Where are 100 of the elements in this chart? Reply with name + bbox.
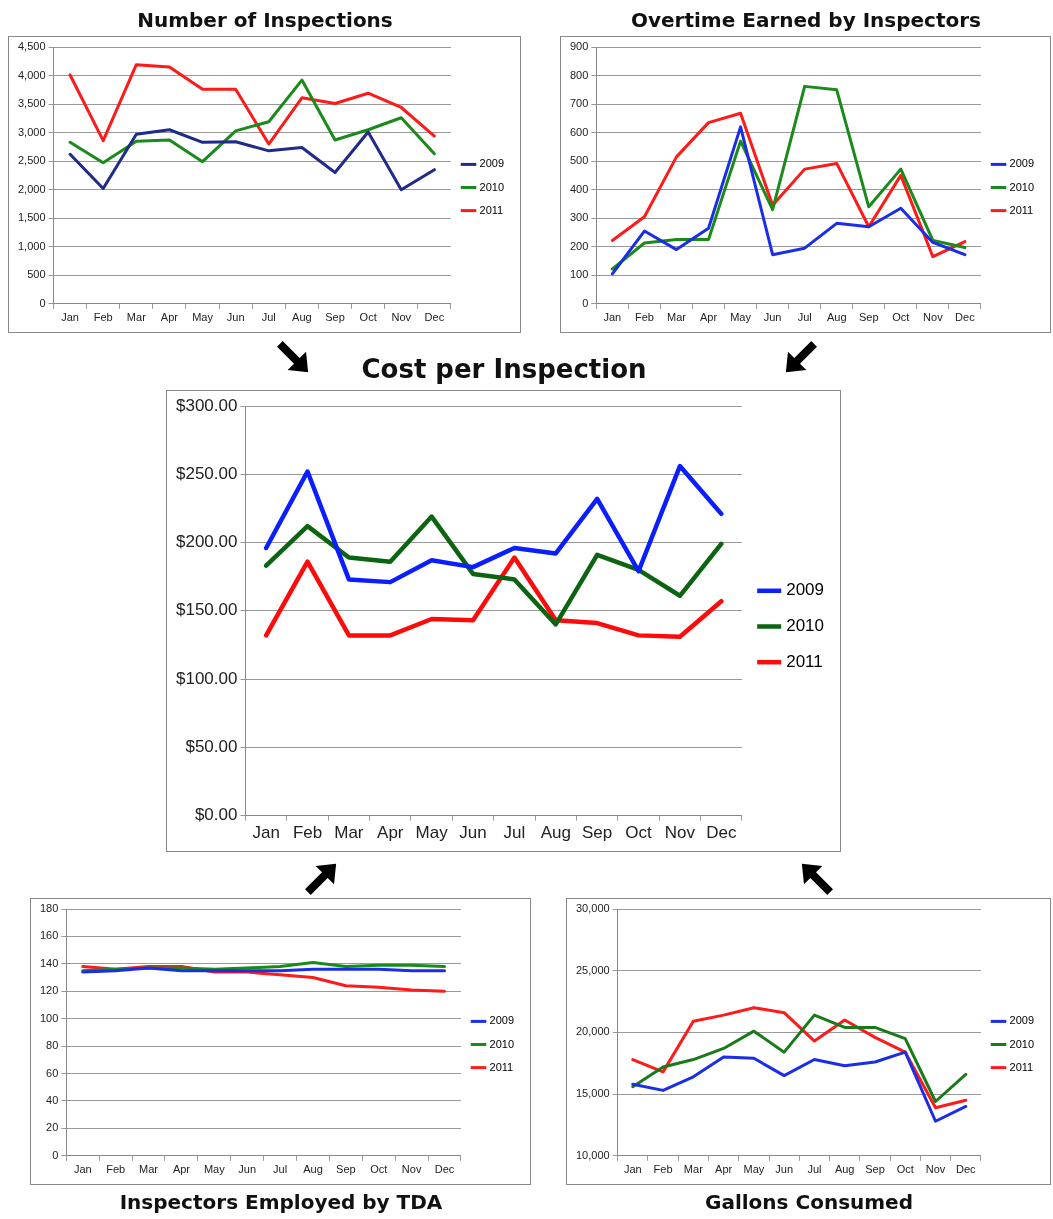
legend-label: 2011: [786, 651, 823, 671]
x-tick-label: Jan: [623, 1163, 642, 1176]
y-tick-label: 140: [39, 956, 59, 969]
x-tick-label: Feb: [634, 311, 654, 324]
x-tick-label: Jul: [261, 311, 276, 324]
y-tick-label: 900: [569, 40, 589, 53]
y-tick-label: 400: [569, 182, 589, 195]
legend-label: 2009: [1009, 157, 1035, 170]
y-tick-label: 1,000: [18, 239, 46, 252]
x-tick-label: Jan: [61, 311, 79, 324]
y-tick-label: 20: [46, 1121, 59, 1134]
y-tick-label: 10,000: [575, 1148, 610, 1161]
x-tick-label: Oct: [359, 311, 377, 324]
x-tick-label: Jul: [797, 311, 812, 324]
x-tick-label: Aug: [303, 1163, 323, 1176]
y-tick-label: 1,500: [18, 211, 46, 224]
x-tick-label: Apr: [377, 823, 404, 843]
legend-label: 2009: [786, 580, 825, 600]
x-tick-label: Jan: [73, 1163, 92, 1176]
y-tick-label: 300: [569, 211, 589, 224]
x-tick-label: Jun: [459, 823, 487, 843]
y-tick-label: 0: [39, 296, 46, 309]
x-tick-label: Feb: [292, 823, 323, 843]
legend-label: 2010: [489, 1037, 515, 1050]
y-tick-label: 20,000: [575, 1025, 610, 1038]
y-tick-label: $0.00: [194, 805, 238, 825]
y-tick-label: 120: [39, 984, 59, 997]
x-tick-label: Jun: [775, 1163, 794, 1176]
y-tick-label: 500: [569, 154, 589, 167]
y-tick-label: 2,500: [18, 154, 46, 167]
x-tick-label: Nov: [925, 1163, 946, 1176]
x-tick-label: Nov: [664, 823, 696, 843]
x-tick-label: Sep: [336, 1163, 356, 1176]
x-tick-label: Mar: [126, 311, 147, 324]
x-tick-label: Sep: [858, 311, 879, 324]
x-tick-label: Aug: [834, 1163, 855, 1176]
y-tick-label: 3,000: [18, 125, 46, 138]
y-tick-label: 4,000: [18, 68, 46, 81]
x-tick-label: Jun: [226, 311, 245, 324]
x-tick-label: Jul: [503, 823, 526, 843]
text: Gallons Consumed: [704, 1189, 914, 1216]
x-tick-label: Oct: [896, 1163, 914, 1176]
y-tick-label: $300.00: [176, 395, 238, 415]
chart-title: Number of Inspections: [136, 7, 394, 34]
y-tick-label: $50.00: [185, 737, 238, 757]
legend-label: 2009: [1009, 1014, 1035, 1027]
legend-label: 2010: [479, 180, 505, 193]
y-tick-label: 4,500: [18, 40, 46, 53]
y-tick-label: 30,000: [575, 902, 610, 915]
x-tick-label: Feb: [93, 311, 113, 324]
x-tick-label: Apr: [715, 1163, 733, 1176]
x-tick-label: Feb: [653, 1163, 673, 1176]
y-tick-label: 500: [27, 268, 46, 281]
x-tick-label: Apr: [699, 311, 718, 324]
x-tick-label: May: [415, 823, 449, 843]
x-tick-label: Dec: [434, 1163, 455, 1176]
legend-label: 2010: [1009, 180, 1035, 193]
y-tick-label: 800: [569, 68, 589, 81]
y-tick-label: 25,000: [575, 963, 610, 976]
x-tick-label: Jul: [273, 1163, 288, 1176]
x-tick-label: Jan: [252, 823, 280, 843]
x-tick-label: Jul: [807, 1163, 822, 1176]
y-tick-label: 3,500: [18, 97, 46, 110]
y-tick-label: 40: [46, 1093, 59, 1106]
y-tick-label: 2,000: [18, 182, 46, 195]
text: Inspectors Employed by TDA: [118, 1189, 444, 1216]
x-tick-label: May: [192, 311, 214, 324]
x-tick-label: Dec: [424, 311, 445, 324]
y-tick-label: 160: [39, 929, 59, 942]
x-tick-label: Oct: [625, 823, 653, 843]
x-tick-label: Nov: [923, 311, 944, 324]
x-tick-label: Apr: [172, 1163, 191, 1176]
legend-label: 2009: [479, 157, 505, 170]
x-tick-label: Feb: [106, 1163, 126, 1176]
y-tick-label: 0: [582, 296, 589, 309]
x-tick-label: Mar: [683, 1163, 704, 1176]
x-tick-label: Sep: [582, 823, 613, 843]
y-tick-label: 100: [39, 1011, 59, 1024]
x-tick-label: Apr: [160, 311, 179, 324]
x-tick-label: Jun: [238, 1163, 257, 1176]
legend-label: 2010: [786, 616, 825, 636]
x-tick-label: Nov: [401, 1163, 422, 1176]
legend-label: 2011: [489, 1060, 514, 1073]
y-tick-label: 100: [569, 268, 589, 281]
x-tick-label: Jan: [603, 311, 622, 324]
x-tick-label: Dec: [956, 1163, 977, 1176]
y-tick-label: 80: [46, 1039, 59, 1052]
chart-title: Overtime Earned by Inspectors: [629, 7, 983, 34]
y-tick-label: $100.00: [176, 668, 238, 688]
y-tick-label: $150.00: [176, 600, 238, 620]
legend-label: 2010: [1009, 1037, 1035, 1050]
y-tick-label: 600: [569, 125, 589, 138]
x-tick-label: Aug: [540, 823, 571, 843]
x-tick-label: Dec: [955, 311, 976, 324]
x-tick-label: Nov: [391, 311, 412, 324]
y-tick-label: 180: [39, 902, 59, 915]
y-tick-label: 60: [46, 1066, 59, 1079]
y-tick-label: 700: [569, 97, 589, 110]
y-tick-label: 0: [52, 1148, 59, 1161]
y-tick-label: 200: [569, 239, 589, 252]
